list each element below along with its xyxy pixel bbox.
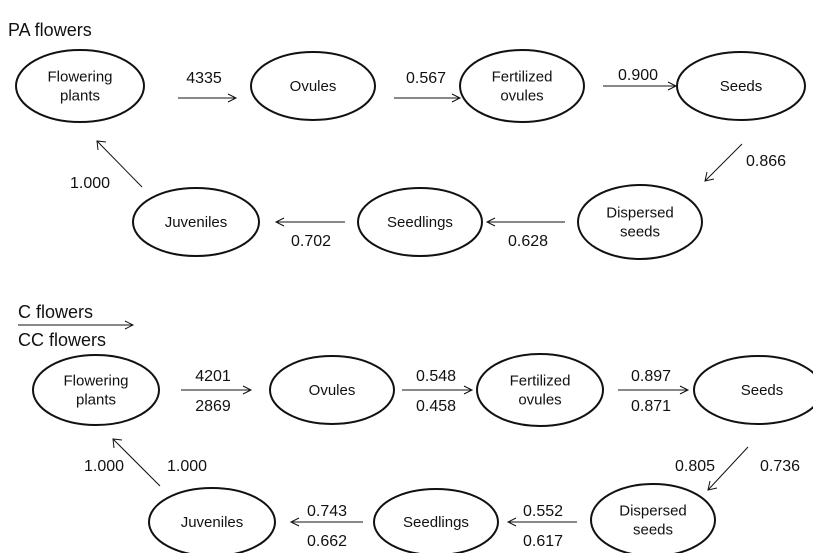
panel-c-cc-legend: C flowers CC flowers xyxy=(18,302,135,350)
pa-node-seeds-label: Seeds xyxy=(720,78,763,95)
pa-node-seedlings: Seedlings xyxy=(357,187,483,257)
cc-edge-label-e4-top: 0.805 xyxy=(675,458,715,475)
cc-edge-label-e6-bottom: 0.662 xyxy=(307,533,347,550)
pa-edge-label-e1: 4335 xyxy=(186,70,222,87)
pa-edge-label-e4: 0.866 xyxy=(746,153,786,170)
pa-node-seeds: Seeds xyxy=(676,51,806,121)
pa-arrow-dispersed-to-seedlings xyxy=(485,217,565,227)
pa-node-seedlings-label: Seedlings xyxy=(387,214,453,231)
cc-node-juveniles: Juveniles xyxy=(148,487,276,553)
cc-node-juveniles-label: Juveniles xyxy=(181,514,244,531)
cc-arrow-seeds-to-dispersed xyxy=(707,446,749,491)
cc-arrow-fertilized-to-seeds xyxy=(618,385,690,395)
cc-arrow-ovules-to-fertilized xyxy=(402,385,474,395)
cc-edge-label-e1-bottom: 2869 xyxy=(195,398,231,415)
pa-node-dispersed-seeds-label: Dispersed seeds xyxy=(606,205,674,241)
cc-node-seedlings: Seedlings xyxy=(373,488,499,553)
pa-node-fertilized-ovules: Fertilized ovules xyxy=(459,49,585,123)
pa-node-flowering-plants: Flowering plants xyxy=(15,49,145,123)
pa-node-juveniles: Juveniles xyxy=(132,187,260,257)
pa-node-ovules-label: Ovules xyxy=(290,78,337,95)
cc-node-ovules: Ovules xyxy=(269,355,395,425)
pa-node-fertilized-ovules-label: Fertilized ovules xyxy=(492,69,553,105)
pa-arrow-ovules-to-fertilized xyxy=(394,93,462,103)
cc-edge-label-e7-bottom: 1.000 xyxy=(167,458,207,475)
cc-node-fertilized-ovules: Fertilized ovules xyxy=(476,353,604,427)
cc-edge-label-e4-bottom: 0.736 xyxy=(760,458,800,475)
cc-arrow-dispersed-to-seedlings xyxy=(506,517,577,527)
cc-arrow-flowering-to-ovules xyxy=(181,385,253,395)
cc-edge-label-e7-top: 1.000 xyxy=(84,458,124,475)
pa-arrow-seeds-to-dispersed xyxy=(704,143,743,182)
cc-edge-label-e1-top: 4201 xyxy=(195,368,231,385)
cc-edge-label-e3-top: 0.897 xyxy=(631,368,671,385)
cc-node-seeds: Seeds xyxy=(693,355,813,425)
cc-edge-label-e2-bottom: 0.458 xyxy=(416,398,456,415)
panel-cc-title: CC flowers xyxy=(18,330,106,350)
cc-node-fertilized-ovules-label: Fertilized ovules xyxy=(510,373,571,409)
panel-c-title: C flowers xyxy=(18,302,93,322)
pa-node-juveniles-label: Juveniles xyxy=(165,214,228,231)
pa-edge-label-e6: 0.702 xyxy=(291,233,331,250)
cc-node-flowering-plants-label: Flowering plants xyxy=(63,373,128,409)
pa-node-ovules: Ovules xyxy=(250,51,376,121)
panel-pa-title: PA flowers xyxy=(8,20,92,40)
cc-node-dispersed-seeds-label: Dispersed seeds xyxy=(619,503,687,539)
pa-edge-label-e5: 0.628 xyxy=(508,233,548,250)
pa-edge-label-e2: 0.567 xyxy=(406,70,446,87)
pa-arrow-juveniles-to-flowering xyxy=(96,140,143,188)
cc-edge-label-e5-bottom: 0.617 xyxy=(523,533,563,550)
pa-edge-label-e3: 0.900 xyxy=(618,67,658,84)
cc-arrow-seedlings-to-juveniles xyxy=(289,517,363,527)
cc-edge-label-e3-bottom: 0.871 xyxy=(631,398,671,415)
cc-node-flowering-plants: Flowering plants xyxy=(32,354,160,426)
pa-node-flowering-plants-label: Flowering plants xyxy=(47,69,112,105)
cc-node-ovules-label: Ovules xyxy=(309,382,356,399)
pa-arrow-fertilized-to-seeds xyxy=(603,81,678,91)
cc-node-seedlings-label: Seedlings xyxy=(403,514,469,531)
cc-edge-label-e5-top: 0.552 xyxy=(523,503,563,520)
pa-edge-label-e7: 1.000 xyxy=(70,175,110,192)
pa-arrow-seedlings-to-juveniles xyxy=(274,217,345,227)
cc-edge-label-e6-top: 0.743 xyxy=(307,503,347,520)
pa-node-dispersed-seeds: Dispersed seeds xyxy=(577,184,703,260)
cc-node-seeds-label: Seeds xyxy=(741,382,784,399)
cc-arrow-juveniles-to-flowering xyxy=(112,438,161,487)
cc-edge-label-e2-top: 0.548 xyxy=(416,368,456,385)
pa-arrow-flowering-to-ovules xyxy=(178,93,238,103)
cc-node-dispersed-seeds: Dispersed seeds xyxy=(590,483,716,553)
